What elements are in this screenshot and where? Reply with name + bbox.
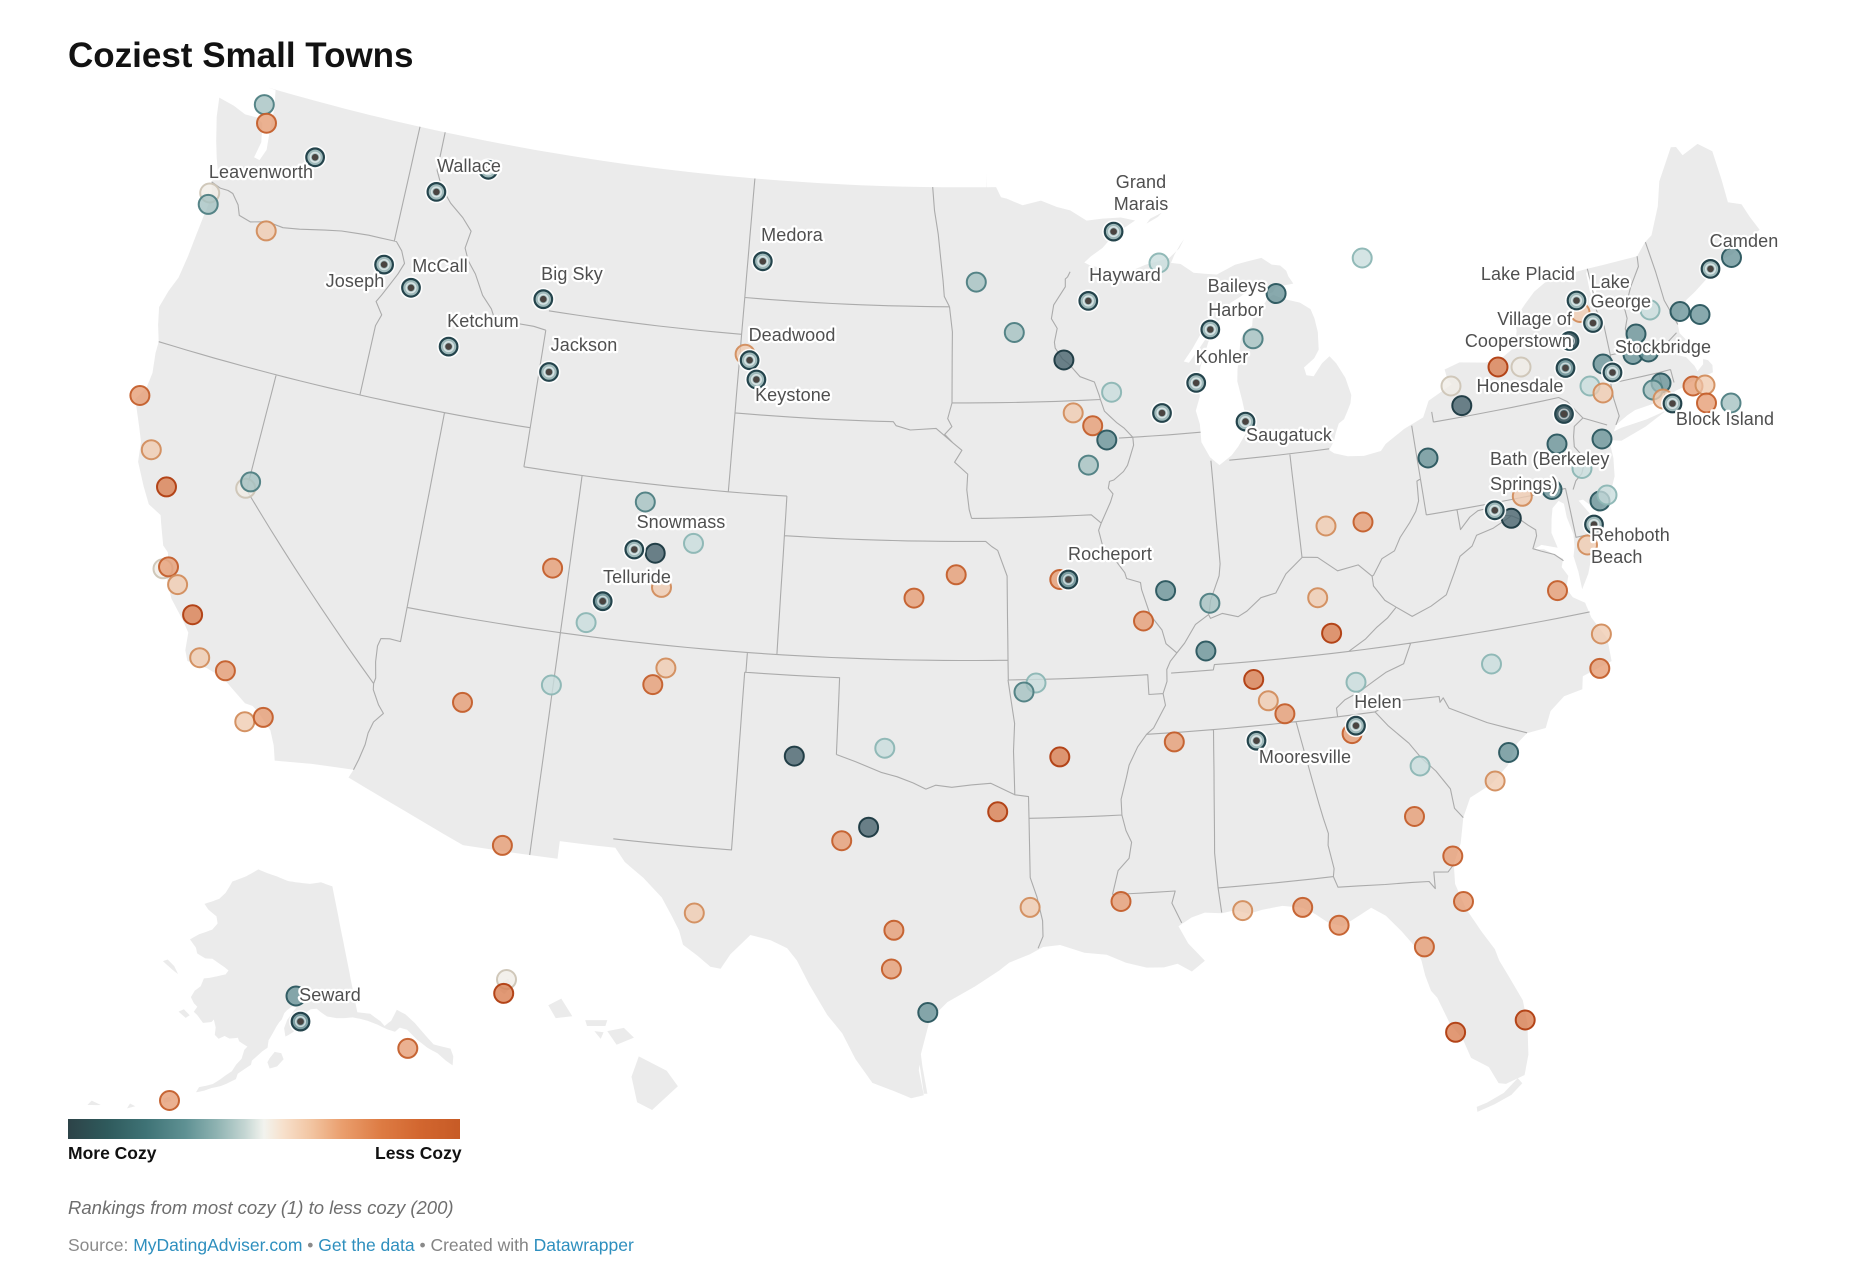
svg-text:Marais: Marais [1114,194,1169,214]
svg-text:Grand: Grand [1116,172,1167,192]
svg-text:Helen: Helen [1354,692,1402,712]
svg-text:George: George [1591,292,1652,312]
svg-text:Saugatuck: Saugatuck [1246,425,1333,445]
svg-text:Leavenworth: Leavenworth [209,162,313,182]
svg-text:Baileys: Baileys [1208,276,1267,296]
svg-text:Hayward: Hayward [1089,265,1161,285]
svg-text:Camden: Camden [1710,231,1779,251]
svg-text:Wallace: Wallace [437,156,501,176]
svg-text:Rehoboth: Rehoboth [1591,525,1670,545]
svg-text:Jackson: Jackson [551,335,618,355]
svg-text:Joseph: Joseph [326,271,385,291]
svg-text:Ketchum: Ketchum [447,311,519,331]
svg-text:Kohler: Kohler [1196,347,1249,367]
svg-text:Village of: Village of [1497,309,1573,329]
svg-text:Snowmass: Snowmass [637,512,726,532]
svg-text:Beach: Beach [1591,547,1643,567]
svg-text:Stockbridge: Stockbridge [1615,337,1711,357]
svg-text:Harbor: Harbor [1208,300,1264,320]
svg-text:Honesdale: Honesdale [1477,376,1564,396]
svg-text:Telluride: Telluride [603,567,671,587]
svg-text:Lake Placid: Lake Placid [1481,264,1575,284]
svg-text:Bath (Berkeley: Bath (Berkeley [1490,449,1609,469]
svg-text:Rocheport: Rocheport [1068,544,1152,564]
svg-text:Seward: Seward [299,985,361,1005]
svg-text:Medora: Medora [761,225,824,245]
svg-text:Block Island: Block Island [1676,409,1774,429]
svg-text:Mooresville: Mooresville [1259,747,1351,767]
svg-text:Big Sky: Big Sky [541,264,603,284]
svg-text:Keystone: Keystone [755,385,831,405]
svg-text:Springs): Springs) [1490,474,1558,494]
svg-text:Deadwood: Deadwood [749,325,836,345]
svg-text:Cooperstown: Cooperstown [1465,331,1572,351]
svg-text:McCall: McCall [412,256,468,276]
svg-text:Lake: Lake [1591,272,1630,292]
